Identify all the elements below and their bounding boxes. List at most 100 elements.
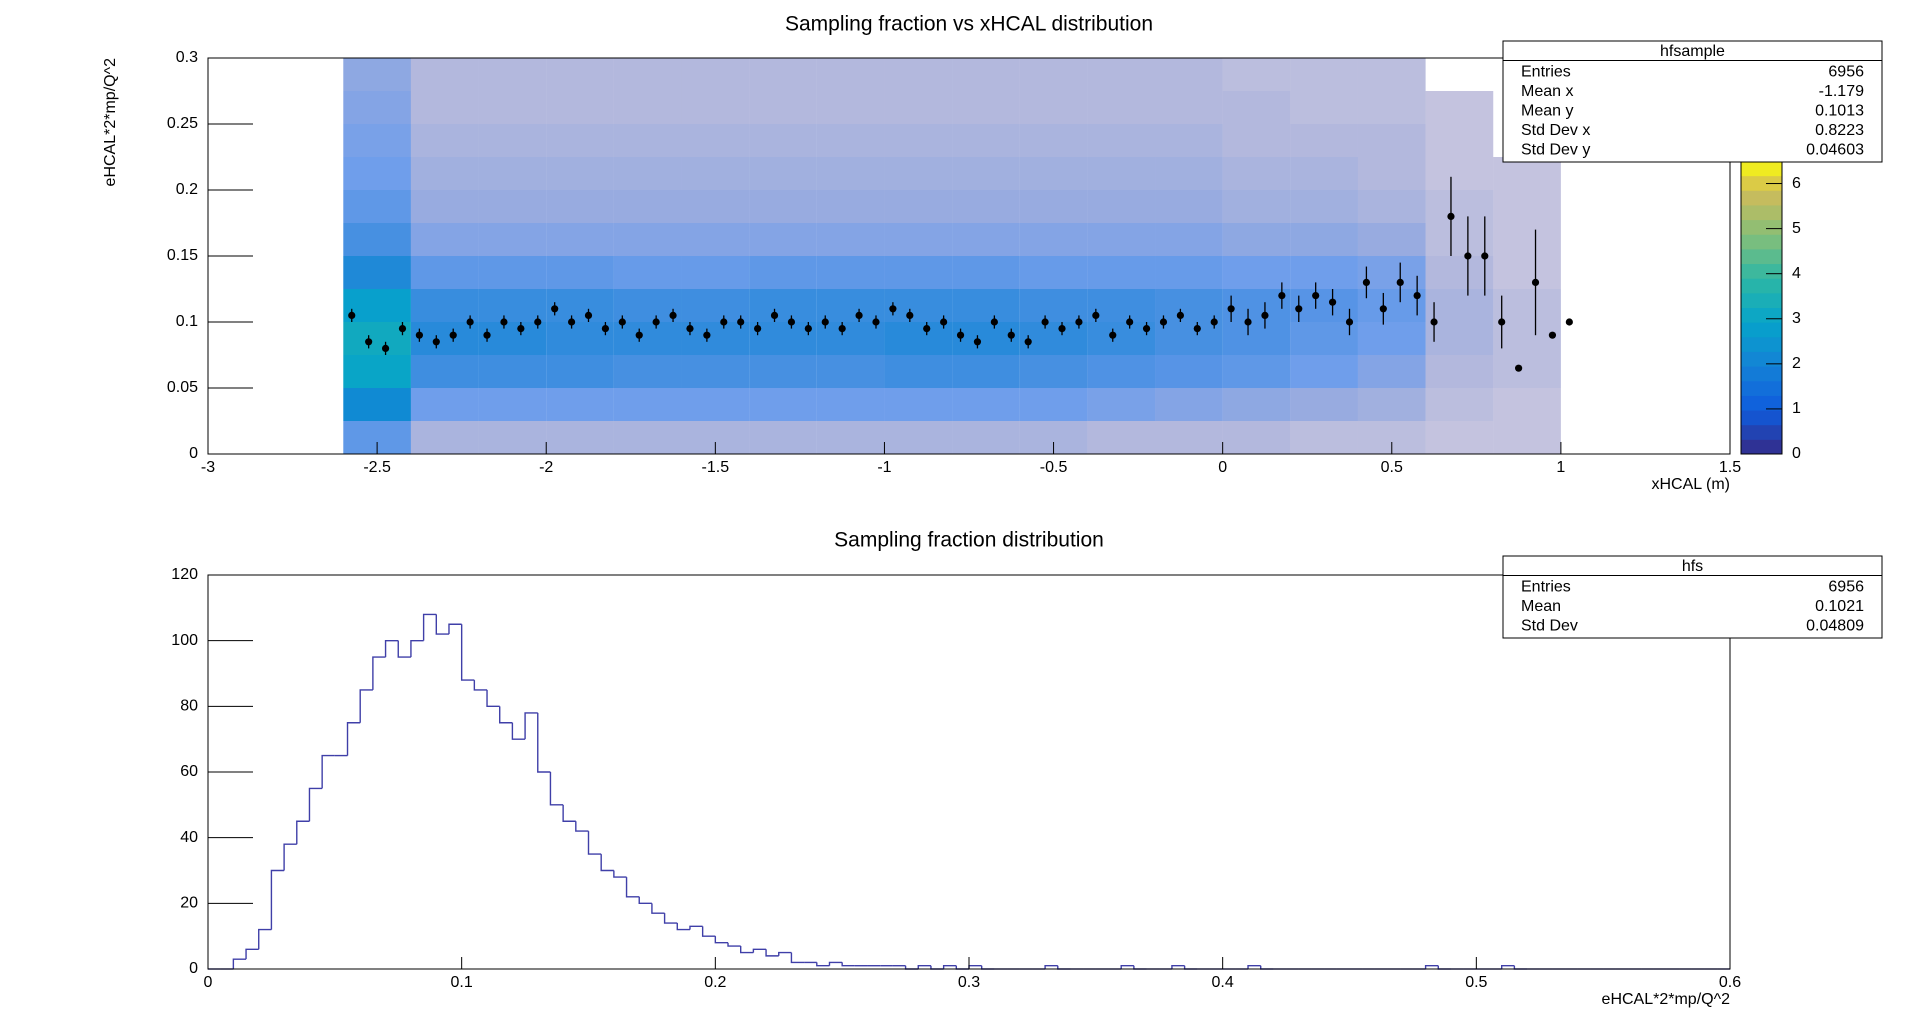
heatmap-cell [1290, 223, 1358, 256]
histogram-bin [587, 831, 602, 855]
histogram-bin [638, 896, 652, 905]
profile-point [686, 325, 694, 333]
heatmap-cell [749, 256, 817, 289]
heatmap-cell [478, 421, 547, 454]
heatmap-cell [1155, 388, 1223, 421]
x-tick-label: 0.6 [1719, 974, 1741, 991]
heatmap-cell [343, 91, 411, 124]
profile-point [398, 325, 407, 333]
heatmap-cell [816, 322, 885, 355]
heatmap-cell [1019, 58, 1088, 91]
heatmap-cell [1087, 256, 1156, 289]
x-tick-label: 1 [1556, 459, 1565, 476]
heatmap-cell [816, 289, 885, 322]
heatmap-cell [749, 388, 817, 421]
heatmap-cell [816, 91, 885, 124]
heatmap-cell [613, 190, 682, 223]
profile-point [1126, 318, 1134, 326]
colorbar-band [1741, 175, 1782, 191]
heatmap-cell [410, 322, 479, 355]
histogram-bin [1501, 965, 1515, 969]
profile-point [1159, 318, 1168, 326]
profile-point [584, 311, 593, 319]
heatmap-cell [410, 388, 479, 421]
colorbar-band [1741, 263, 1782, 279]
colorbar-band [1741, 204, 1782, 221]
heatmap-cell [952, 322, 1020, 355]
histogram-bin [422, 613, 437, 641]
x-tick-label: -3 [201, 459, 215, 476]
heatmap-cell [1019, 289, 1088, 322]
profile-point [872, 318, 880, 326]
heatmap-cell [1222, 355, 1291, 388]
histogram-bin [549, 772, 564, 806]
profile-point [1024, 338, 1032, 346]
heatmap-cell [478, 289, 547, 322]
x-tick-label: -2.5 [363, 459, 391, 476]
histogram-bin [270, 869, 285, 930]
histogram-bin [448, 623, 462, 635]
heatmap-cell [884, 157, 953, 190]
colorbar-band [1741, 278, 1782, 294]
histogram-bin [473, 680, 488, 691]
histogram-bin [841, 962, 855, 967]
heatmap-cell [952, 388, 1020, 421]
histogram-bin [765, 949, 779, 957]
histogram-bin [778, 951, 792, 956]
histogram-bin [359, 689, 373, 723]
histogram-bin [790, 952, 805, 964]
heatmap-cell [1222, 58, 1291, 91]
stats-label: Mean [1521, 598, 1561, 615]
heatmap-cell [478, 388, 547, 421]
heatmap-cell [681, 388, 750, 421]
colorbar-band [1741, 292, 1782, 308]
heatmap-cell [1222, 157, 1291, 190]
heatmap-cell [478, 223, 547, 256]
heatmap-cell [749, 355, 817, 388]
x-tick-label: 0.5 [1381, 459, 1403, 476]
profile-point [804, 325, 812, 333]
heatmap-cell [1493, 289, 1561, 322]
stats-label: Std Dev y [1521, 141, 1590, 158]
heatmap-cell [1425, 421, 1494, 454]
stats-label: Mean x [1521, 83, 1573, 100]
y-tick-label: 0 [189, 445, 198, 462]
heatmap-cell [1425, 223, 1494, 256]
profile-point [1007, 331, 1015, 339]
heatmap-cell [1357, 91, 1426, 124]
heatmap-cell [884, 223, 953, 256]
profile-point [1430, 318, 1438, 326]
heatmap-cell [478, 58, 547, 91]
heatmap-cell [546, 289, 614, 322]
colorbar-band [1741, 380, 1782, 396]
histogram-bin [460, 624, 475, 681]
profile-point [990, 318, 998, 326]
heatmap-cell [1290, 355, 1358, 388]
y-axis-label: eHCAL*2*mp/Q^2 [102, 58, 119, 187]
heatmap-cell [613, 157, 682, 190]
stats-value: 6956 [1828, 578, 1864, 595]
heatmap-cell [749, 58, 817, 91]
profile-point [1328, 298, 1337, 306]
histogram-bin [816, 962, 830, 967]
heatmap-cell [681, 91, 750, 124]
heatmap-cell [681, 289, 750, 322]
heatmap-cell [1019, 322, 1088, 355]
heatmap-cell [1425, 355, 1494, 388]
stats-value: 0.1021 [1815, 598, 1864, 615]
histogram-bin [486, 689, 500, 708]
heatmap-cell [613, 256, 682, 289]
heatmap-cell [1357, 388, 1426, 421]
histogram-bin [346, 722, 361, 756]
histogram-bin [1171, 965, 1185, 969]
heatmap-cell [952, 355, 1020, 388]
heatmap-cell [343, 157, 411, 190]
heatmap-cell [546, 124, 614, 157]
heatmap-cell [1222, 256, 1291, 289]
heatmap-cell [1019, 388, 1088, 421]
heatmap-cell [1357, 157, 1426, 190]
heatmap-cell [816, 190, 885, 223]
y-tick-label: 80 [180, 698, 198, 715]
heatmap-cell [1155, 91, 1223, 124]
stats-label: Std Dev x [1521, 122, 1590, 139]
